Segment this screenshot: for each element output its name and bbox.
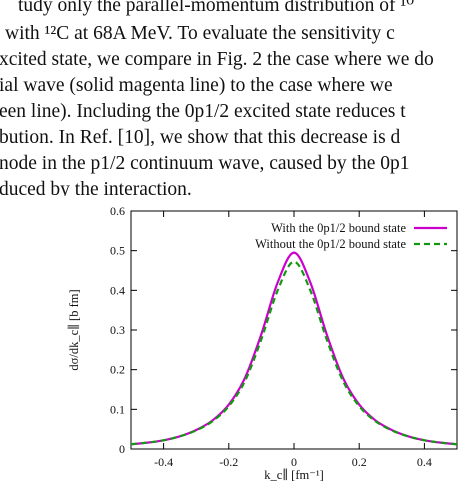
y-tick-label: 0.6 [110, 204, 125, 218]
y-tick-label: 0.4 [110, 283, 125, 297]
x-tick-label: -0.2 [219, 455, 238, 469]
x-tick-label: 0.2 [352, 455, 367, 469]
series-line-without-bound-state [130, 260, 458, 446]
legend-label: Without the 0p1/2 bound state [255, 237, 406, 251]
y-tick-label: 0.3 [110, 323, 125, 337]
legend: With the 0p1/2 bound state Without the 0p… [255, 221, 447, 251]
y-tick-label: 0.1 [110, 402, 125, 416]
axis-ticks: -0.4 -0.2 0 0.2 0.4 0 0.1 0.2 0.3 0.4 0.5 0.6 [110, 204, 457, 469]
paper-text-line: een line). Including the 0p1/2 excited s… [0, 101, 406, 122]
y-axis-label: dσ/dk_c∥ [b fm] [67, 289, 81, 370]
paper-text-line: xcited state, we compare in Fig. 2 the c… [0, 49, 434, 70]
y-tick-label: 0 [119, 442, 125, 456]
paper-text-line: node in the p1/2 continuum wave, caused … [0, 153, 410, 174]
paper-text-block: tudy only the parallel-momentum distribu… [0, 0, 474, 196]
paper-text-line: bution. In Ref. [10], we show that this … [0, 127, 401, 148]
paper-text-line: tudy only the parallel-momentum distribu… [18, 0, 415, 16]
x-tick-label: -0.4 [154, 455, 173, 469]
x-tick-label: 0 [291, 455, 297, 469]
y-tick-label: 0.2 [110, 363, 125, 377]
paper-text-line: with ¹²C at 68A MeV. To evaluate the sen… [5, 23, 395, 44]
paper-text-line: duced by the interaction. [0, 179, 192, 196]
x-axis-label: k_c∥ [fm⁻¹] [264, 468, 324, 482]
y-tick-label: 0.5 [110, 244, 125, 258]
legend-label: With the 0p1/2 bound state [271, 221, 406, 235]
x-tick-label: 0.4 [417, 455, 432, 469]
series-lines [130, 251, 458, 446]
paper-text-line: ial wave (solid magenta line) to the cas… [0, 75, 393, 96]
series-line-with-bound-state [130, 251, 458, 446]
